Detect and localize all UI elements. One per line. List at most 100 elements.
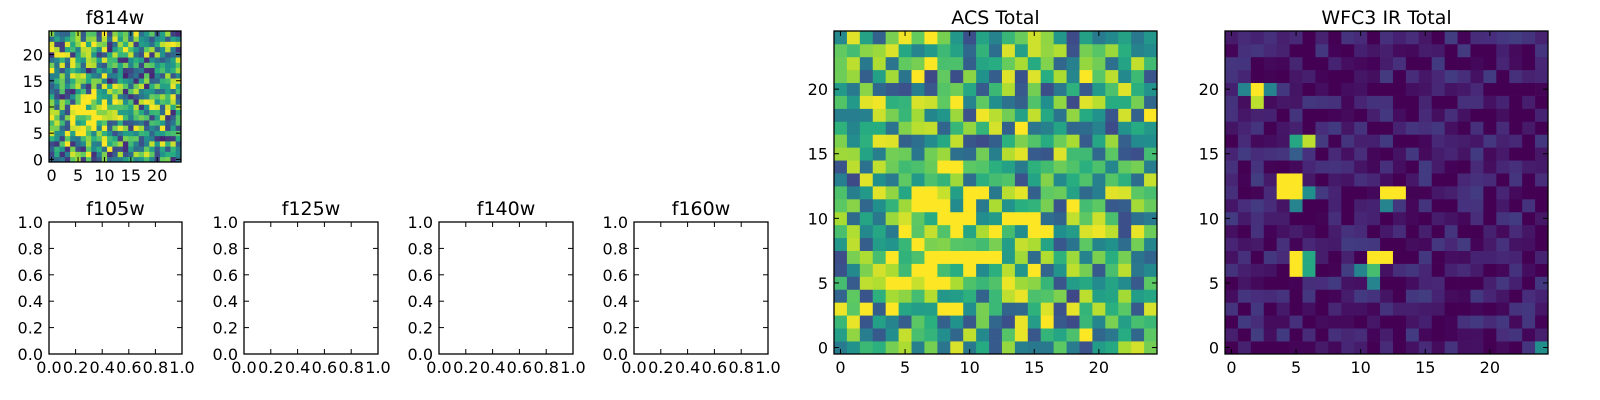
heatmap-cell <box>1001 302 1016 316</box>
heatmap-cell <box>70 146 76 152</box>
heatmap-cell <box>976 211 990 226</box>
heatmap-cell <box>54 31 60 37</box>
heatmap-cell <box>1341 237 1355 251</box>
heatmap-cell <box>154 93 161 100</box>
heatmap-cell <box>149 57 155 63</box>
heatmap-cell <box>1405 315 1420 329</box>
heatmap-cells <box>1225 31 1549 355</box>
heatmap-cell <box>1237 186 1252 200</box>
heatmap-cell <box>1302 289 1316 303</box>
heatmap-cell <box>1418 315 1433 329</box>
y-tick-label: 1.0 <box>603 213 628 232</box>
heatmap-cell <box>937 211 951 226</box>
heatmap-cell <box>885 134 899 148</box>
heatmap-cell <box>149 67 155 74</box>
heatmap-cell <box>59 57 66 63</box>
heatmap-cell <box>154 151 161 158</box>
heatmap-cell <box>112 31 118 37</box>
heatmap-cell <box>872 134 887 148</box>
heatmap-cell <box>1444 173 1458 187</box>
heatmap-cell <box>1392 276 1407 290</box>
heatmap-cell <box>1276 56 1290 71</box>
heatmap-cell <box>80 88 87 95</box>
heatmap-cell <box>976 173 990 187</box>
heatmap-cell <box>96 141 103 147</box>
heatmap-cell <box>834 341 848 355</box>
heatmap-cell <box>144 114 150 121</box>
heatmap-cell <box>170 109 177 116</box>
heatmap-cell <box>70 78 76 84</box>
heatmap-cell <box>64 114 71 121</box>
heatmap-cell <box>122 114 129 121</box>
heatmap-cell <box>989 186 1003 200</box>
heatmap-cell <box>1341 263 1355 277</box>
heatmap-cell <box>1250 95 1265 109</box>
heatmap-cell <box>1405 160 1420 174</box>
y-tick-label: 0 <box>33 150 43 169</box>
heatmap-cell <box>898 134 912 148</box>
heatmap-cell <box>75 135 82 142</box>
heatmap-cell <box>1053 237 1067 251</box>
heatmap-cell <box>1250 250 1265 264</box>
heatmap-cell <box>1483 328 1497 342</box>
heatmap-cell <box>1405 43 1420 58</box>
heatmap-cell <box>1354 276 1368 290</box>
heatmap-cell <box>117 146 124 152</box>
heatmap-cell <box>91 120 97 126</box>
heatmap-cell <box>1392 289 1407 303</box>
x-tick-label: 1.0 <box>560 358 585 377</box>
plot-frame <box>48 30 182 163</box>
heatmap-cell <box>85 156 92 163</box>
heatmap-cell <box>1079 82 1093 96</box>
heatmap-cell <box>59 62 66 69</box>
plot-title: f125w <box>282 198 341 220</box>
heatmap-cell <box>963 276 977 290</box>
heatmap-cell <box>1328 315 1342 329</box>
heatmap-cell <box>976 82 990 96</box>
heatmap-cell <box>70 114 76 121</box>
x-tick-label: 5 <box>900 358 910 377</box>
heatmap-cell <box>1509 121 1523 135</box>
heatmap-cell <box>80 62 87 69</box>
heatmap-cell <box>149 130 155 137</box>
heatmap-cell <box>1341 315 1355 329</box>
heatmap-cell <box>1392 302 1407 316</box>
heatmap-cell <box>1237 160 1252 174</box>
heatmap-cell <box>1001 160 1016 174</box>
heatmap-cell <box>1079 224 1093 239</box>
heatmap-cell <box>117 130 124 137</box>
heatmap-cell <box>1276 276 1290 290</box>
heatmap-cell <box>1341 82 1355 96</box>
heatmap-cell <box>1418 82 1433 96</box>
heatmap-cell <box>75 88 82 95</box>
heatmap-cell <box>911 237 925 251</box>
heatmap-cell <box>1444 160 1458 174</box>
heatmap-cell <box>950 250 964 264</box>
heatmap-cell <box>165 114 171 121</box>
heatmap-cell <box>950 237 964 251</box>
heatmap-cell <box>1066 147 1080 161</box>
heatmap-cell <box>1289 341 1303 355</box>
heatmap-cell <box>1276 147 1290 161</box>
heatmap-cell <box>64 31 71 37</box>
heatmap-cell <box>101 146 108 152</box>
heatmap-cell <box>101 83 108 89</box>
heatmap-cell <box>846 263 861 277</box>
plot-frame <box>243 221 379 355</box>
heatmap-cell <box>144 141 150 147</box>
y-tick-label: 10 <box>1199 209 1219 228</box>
heatmap-cell <box>1250 31 1265 45</box>
heatmap-cell <box>872 108 887 122</box>
heatmap-cell <box>989 43 1003 58</box>
heatmap-cell <box>1014 211 1029 226</box>
heatmap-cell <box>49 125 55 131</box>
heatmap-cell <box>1237 289 1252 303</box>
heatmap-cell <box>54 51 60 58</box>
heatmap-cell <box>950 276 964 290</box>
y-tick-label: 0.2 <box>408 319 433 338</box>
heatmap-cell <box>1027 108 1042 122</box>
heatmap-cell <box>85 57 92 63</box>
heatmap-cell <box>1105 56 1119 71</box>
heatmap-cell <box>846 173 861 187</box>
heatmap-cell <box>1328 211 1342 226</box>
